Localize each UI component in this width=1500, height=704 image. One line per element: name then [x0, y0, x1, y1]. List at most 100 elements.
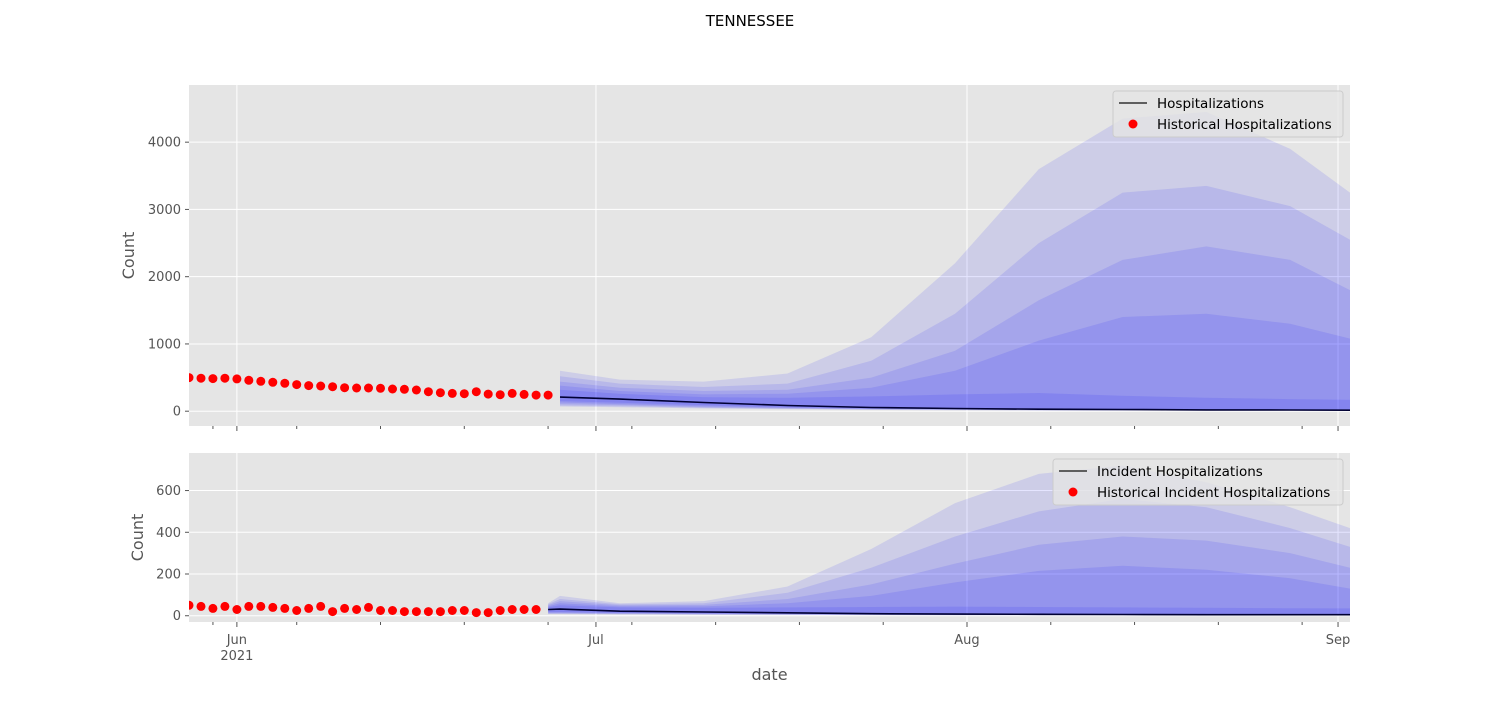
- historical-point: [189, 373, 194, 383]
- historical-point: [376, 606, 385, 615]
- historical-point: [495, 390, 505, 400]
- historical-point: [447, 388, 457, 398]
- y-tick-label: 2000: [148, 270, 181, 285]
- y-axis-label: Count: [128, 514, 147, 562]
- historical-point: [268, 377, 278, 387]
- historical-point: [232, 374, 242, 384]
- historical-point: [495, 606, 505, 615]
- x-tick-label: Sep: [1326, 633, 1351, 648]
- forecast-band-2: [560, 185, 1350, 411]
- historical-point: [256, 376, 266, 386]
- historical-point: [189, 600, 194, 610]
- historical-point: [208, 603, 218, 613]
- historical-point: [196, 601, 206, 611]
- historical-point: [459, 389, 469, 399]
- legend-entry-forecast: Hospitalizations: [1157, 96, 1264, 112]
- historical-point: [208, 374, 218, 384]
- historical-point: [352, 383, 362, 393]
- historical-point: [399, 384, 409, 394]
- panel-1: 0 1000 2000 3000 4000 Count Hospitalizations Hi…: [119, 85, 1350, 431]
- historical-point: [483, 608, 493, 618]
- y-tick-label: 200: [156, 568, 181, 583]
- legend-box: [1112, 90, 1344, 138]
- historical-point: [507, 388, 517, 398]
- historical-point: [220, 601, 230, 611]
- historical-point: [268, 602, 278, 612]
- legend-box: [1052, 458, 1344, 506]
- y-axis-label: Count: [119, 232, 138, 280]
- historical-point: [280, 603, 290, 613]
- historical-point: [256, 601, 266, 611]
- historical-point: [328, 382, 338, 392]
- historical-point: [423, 607, 433, 617]
- historical-point: [399, 607, 409, 617]
- legend-point-swatch: [1128, 119, 1138, 129]
- historical-point: [376, 383, 385, 393]
- legend-entry-historical: Historical Incident Hospitalizations: [1097, 485, 1330, 501]
- historical-point: [196, 373, 206, 383]
- historical-point: [483, 389, 493, 399]
- forecast-median-line: [559, 396, 1350, 411]
- legend: Hospitalizations Historical Hospitalizati…: [1112, 90, 1344, 138]
- x-axis-label: date: [751, 665, 787, 684]
- x-tick-sublabel: 2021: [220, 649, 253, 664]
- historical-point: [316, 381, 326, 391]
- forecast-band-4: [560, 313, 1350, 411]
- forecast-band-3: [560, 246, 1350, 411]
- historical-point: [435, 607, 445, 617]
- historical-point: [531, 605, 541, 614]
- legend-point-swatch: [1068, 487, 1078, 497]
- data-layer: [189, 111, 1350, 411]
- historical-point: [471, 608, 481, 618]
- y-tick-label: 1000: [148, 337, 181, 352]
- historical-point: [304, 603, 314, 613]
- forecast-band-4: [548, 565, 1350, 615]
- legend-entry-forecast: Incident Hospitalizations: [1097, 464, 1263, 480]
- historical-point: [292, 606, 302, 615]
- historical-point: [411, 607, 421, 617]
- historical-point: [531, 390, 541, 400]
- forecast-median-line: [548, 608, 1350, 616]
- historical-point: [292, 380, 302, 390]
- historical-point: [232, 605, 242, 614]
- historical-point: [388, 606, 397, 615]
- historical-point: [304, 381, 314, 391]
- legend-entry-historical: Historical Hospitalizations: [1157, 117, 1332, 133]
- historical-point: [220, 373, 230, 383]
- y-tick-label: 0: [173, 609, 181, 624]
- historical-point: [340, 603, 350, 613]
- figure-title: TENNESSEE: [705, 12, 795, 30]
- historical-point: [447, 606, 457, 615]
- historical-point: [459, 606, 469, 615]
- historical-point: [388, 384, 397, 394]
- historical-point: [435, 388, 445, 398]
- historical-point: [340, 383, 350, 393]
- x-tick-label: Aug: [954, 633, 979, 648]
- historical-point: [519, 605, 529, 614]
- y-tick-label: 4000: [148, 136, 181, 151]
- historical-point: [471, 387, 481, 397]
- forecast-band-2: [548, 498, 1350, 616]
- forecast-band-3: [548, 536, 1350, 615]
- historical-point: [411, 385, 421, 395]
- historical-point: [507, 605, 517, 614]
- x-tick-label: Jul: [587, 633, 604, 648]
- historical-point: [280, 378, 290, 388]
- historical-point: [244, 601, 254, 611]
- x-tick-label: Jun: [226, 633, 247, 648]
- y-tick-label: 400: [156, 526, 181, 541]
- historical-point: [543, 390, 553, 400]
- y-tick-label: 600: [156, 484, 181, 499]
- historical-point: [364, 383, 373, 393]
- legend: Incident Hospitalizations Historical Inci…: [1052, 458, 1344, 506]
- y-tick-label: 0: [173, 405, 181, 420]
- historical-point: [519, 389, 529, 399]
- forecast-band-1: [560, 111, 1350, 411]
- historical-point: [316, 601, 326, 611]
- y-tick-label: 3000: [148, 203, 181, 218]
- historical-point: [244, 375, 254, 385]
- historical-point: [352, 605, 362, 614]
- historical-point: [364, 602, 373, 612]
